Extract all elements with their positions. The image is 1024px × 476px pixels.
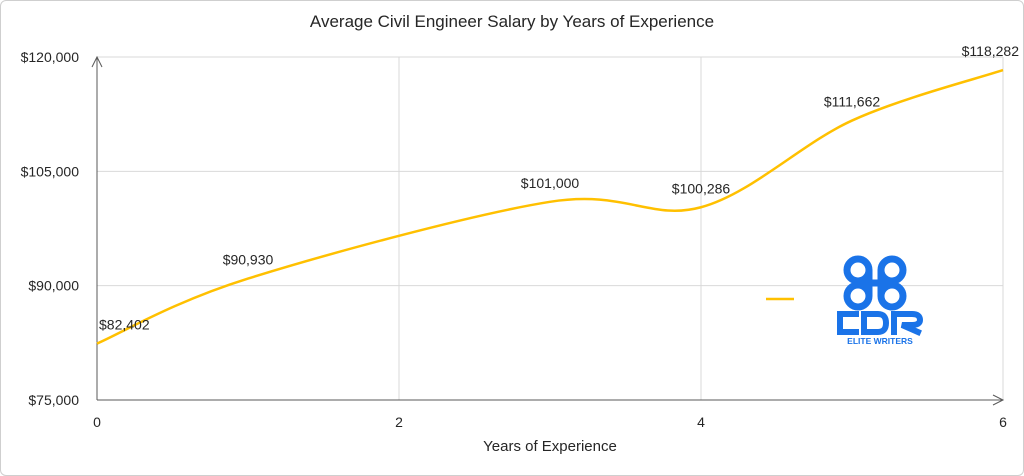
data-label: $118,282 bbox=[962, 43, 1020, 59]
data-labels: $82,402 $90,930 $101,000 $100,286 $111,662 $1… bbox=[99, 43, 1019, 332]
cdr-elite-writers-logo: ELITE WRITERS bbox=[837, 255, 924, 346]
data-label: $111,662 bbox=[824, 94, 881, 110]
chart-title: Average Civil Engineer Salary by Years o… bbox=[309, 12, 715, 31]
y-tick-label: $75,000 bbox=[28, 392, 79, 408]
x-tick-label: 6 bbox=[999, 414, 1007, 430]
data-label: $101,000 bbox=[521, 175, 580, 191]
series bbox=[96, 68, 1004, 345]
data-label: $90,930 bbox=[223, 252, 274, 268]
x-tick-label: 0 bbox=[93, 414, 101, 430]
svg-text:ELITE WRITERS: ELITE WRITERS bbox=[847, 336, 913, 346]
tick-labels: $75,000 $90,000 $105,000 $120,000 0 2 4 6 bbox=[21, 49, 1008, 430]
series-line bbox=[96, 68, 1004, 345]
x-tick-label: 2 bbox=[395, 414, 403, 430]
x-tick-label: 4 bbox=[697, 414, 705, 430]
y-axis-arrow bbox=[91, 55, 103, 68]
x-axis-title: Years of Experience bbox=[483, 438, 617, 455]
y-tick-label: $105,000 bbox=[21, 163, 80, 179]
x-axis-arrow bbox=[992, 394, 1005, 406]
y-tick-label: $90,000 bbox=[28, 278, 79, 294]
y-tick-label: $120,000 bbox=[21, 49, 80, 65]
data-label: $82,402 bbox=[99, 317, 150, 333]
data-label: $100,286 bbox=[672, 180, 731, 196]
